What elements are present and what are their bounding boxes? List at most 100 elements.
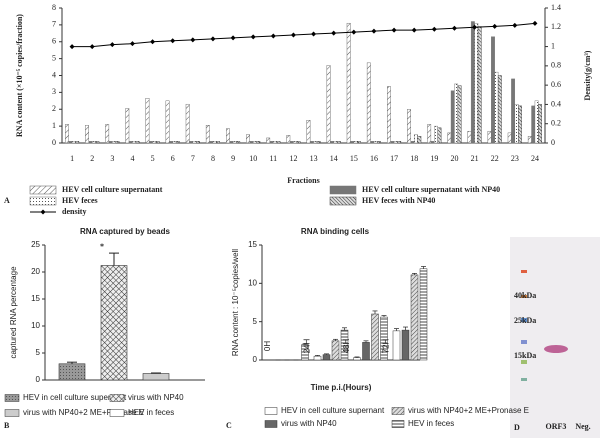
x-tick-label: 0H <box>263 341 272 351</box>
x-tick-label: 48H <box>342 338 351 353</box>
legend-label: virus with NP40 <box>281 419 337 428</box>
bar <box>457 85 462 144</box>
y2-tick-label: 0.6 <box>551 80 561 89</box>
y2-axis-label: Density(g/cm³) <box>583 50 592 100</box>
bar <box>531 105 536 144</box>
bar <box>256 141 261 144</box>
y-tick-label: 6 <box>52 37 56 46</box>
y-axis-label: RNA content (×10⁻⁵ copies/fraction) <box>15 14 24 137</box>
bar <box>91 141 96 144</box>
bar <box>487 130 492 144</box>
bar <box>346 22 351 144</box>
bar <box>518 105 522 144</box>
legend-label: HEV in cell culture supernant <box>23 393 127 402</box>
legend-swatch <box>264 420 278 428</box>
orf3-band <box>544 345 568 353</box>
bar <box>491 36 495 144</box>
y-tick-label: 25 <box>31 240 40 249</box>
density-marker <box>451 25 457 31</box>
bar <box>419 268 428 361</box>
density-marker <box>331 30 337 36</box>
y-tick-label: 0 <box>253 355 258 364</box>
bar <box>309 141 314 144</box>
y-tick-label: 3 <box>52 87 56 96</box>
bar <box>538 103 542 144</box>
bar <box>108 141 113 144</box>
density-marker <box>69 44 75 50</box>
panel-label: A <box>4 196 10 205</box>
bar <box>175 141 180 144</box>
bar <box>148 141 153 144</box>
bar <box>362 342 370 361</box>
bar <box>205 125 210 144</box>
bar <box>142 373 170 381</box>
bar <box>527 136 532 144</box>
bar <box>229 141 234 144</box>
density-marker <box>210 36 216 42</box>
bar <box>511 78 516 144</box>
bar <box>322 354 331 361</box>
legend-label: HEV feces <box>62 196 98 205</box>
y-tick-label: 5 <box>36 348 41 357</box>
y-tick-label: 5 <box>253 317 258 326</box>
legend-label: HEV cell culture supernatant <box>62 185 163 194</box>
density-marker <box>391 27 397 33</box>
density-marker <box>532 20 538 26</box>
y2-tick-label: 1.4 <box>551 3 561 12</box>
lane-label: Neg. <box>575 422 590 431</box>
bar <box>128 141 133 144</box>
bar <box>534 100 539 144</box>
y-tick-label: 2 <box>52 104 56 113</box>
legend-label: HEV feces with NP40 <box>362 196 435 205</box>
legend-swatch <box>4 409 20 417</box>
y-axis-label: captured RNA percentage <box>9 266 18 359</box>
bar <box>296 141 301 144</box>
bar <box>357 141 361 144</box>
y2-tick-label: 0 <box>551 138 555 147</box>
bar <box>252 141 257 144</box>
bar <box>216 141 220 144</box>
density-marker <box>351 29 357 35</box>
bar <box>135 141 140 144</box>
bar <box>276 141 281 144</box>
bar <box>387 86 391 144</box>
bar <box>289 141 294 144</box>
legend-swatch <box>29 196 57 206</box>
bar <box>85 125 89 144</box>
bar <box>410 141 415 144</box>
bar <box>236 141 241 144</box>
bar <box>377 141 381 144</box>
density-marker <box>109 42 115 48</box>
ladder-band <box>521 318 527 322</box>
bar <box>185 103 190 144</box>
ladder-band <box>521 360 527 364</box>
y-tick-label: 0 <box>52 138 56 147</box>
bar <box>497 75 502 144</box>
legend-swatch <box>329 185 357 195</box>
bar <box>371 313 379 361</box>
ladder-band <box>521 378 527 381</box>
y2-tick-label: 1 <box>551 41 555 50</box>
bar <box>454 83 459 144</box>
y2-tick-label: 0.4 <box>551 99 561 108</box>
bar <box>326 65 331 144</box>
ladder-band <box>521 340 527 344</box>
density-marker <box>431 26 437 32</box>
legend-label: virus with NP40+2 ME+Pronase E <box>408 406 529 415</box>
x-tick-label: 13 <box>310 154 318 163</box>
x-tick-label: 9 <box>231 154 235 163</box>
legend-swatch <box>29 185 57 195</box>
density-marker <box>250 34 256 40</box>
x-tick-label: 24 <box>531 154 539 163</box>
x-tick-label: 8 <box>211 154 215 163</box>
y-tick-label: 8 <box>52 3 56 12</box>
bar <box>132 141 137 144</box>
legend-label: HEV in cell culture supernant <box>281 406 385 415</box>
legend-swatch <box>329 196 357 206</box>
bar <box>68 141 73 144</box>
bar <box>58 363 86 381</box>
bar <box>196 141 200 144</box>
density-marker <box>311 31 317 37</box>
